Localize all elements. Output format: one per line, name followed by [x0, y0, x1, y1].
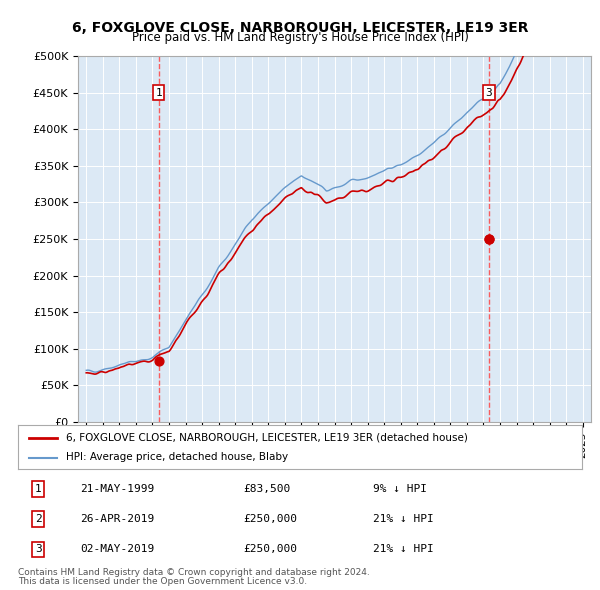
Text: Price paid vs. HM Land Registry's House Price Index (HPI): Price paid vs. HM Land Registry's House … [131, 31, 469, 44]
Point [484, 234, 494, 244]
Text: 1: 1 [35, 484, 41, 494]
Point [484, 234, 494, 244]
Text: £250,000: £250,000 [244, 545, 298, 555]
Text: 3: 3 [35, 545, 41, 555]
Text: 21-MAY-1999: 21-MAY-1999 [80, 484, 154, 494]
Text: 02-MAY-2019: 02-MAY-2019 [80, 545, 154, 555]
Text: 6, FOXGLOVE CLOSE, NARBOROUGH, LEICESTER, LE19 3ER (detached house): 6, FOXGLOVE CLOSE, NARBOROUGH, LEICESTER… [66, 432, 468, 442]
Text: 2: 2 [35, 514, 41, 524]
Text: 21% ↓ HPI: 21% ↓ HPI [373, 514, 434, 524]
Text: £250,000: £250,000 [244, 514, 298, 524]
Text: 1: 1 [155, 88, 162, 97]
Text: £83,500: £83,500 [244, 484, 291, 494]
Text: 26-APR-2019: 26-APR-2019 [80, 514, 154, 524]
Text: 21% ↓ HPI: 21% ↓ HPI [373, 545, 434, 555]
Text: 3: 3 [485, 88, 493, 97]
Text: 9% ↓ HPI: 9% ↓ HPI [373, 484, 427, 494]
Text: 6, FOXGLOVE CLOSE, NARBOROUGH, LEICESTER, LE19 3ER: 6, FOXGLOVE CLOSE, NARBOROUGH, LEICESTER… [72, 21, 528, 35]
Text: Contains HM Land Registry data © Crown copyright and database right 2024.: Contains HM Land Registry data © Crown c… [18, 568, 370, 577]
Text: HPI: Average price, detached house, Blaby: HPI: Average price, detached house, Blab… [66, 452, 288, 462]
Text: This data is licensed under the Open Government Licence v3.0.: This data is licensed under the Open Gov… [18, 577, 307, 586]
Point [154, 356, 164, 365]
